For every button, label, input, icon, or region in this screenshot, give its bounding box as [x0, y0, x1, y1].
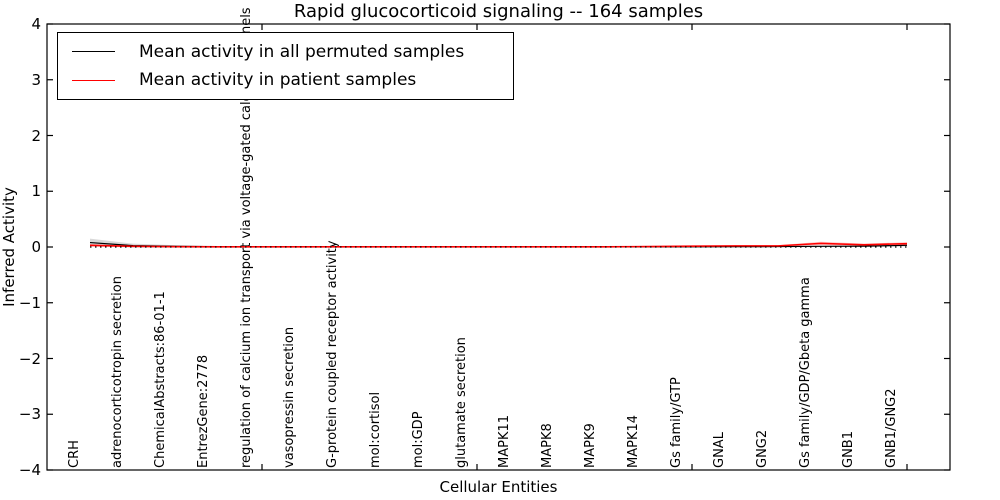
x-tick-label: G-protein coupled receptor activity [325, 240, 340, 468]
x-tick-label: Gs family/GTP [669, 377, 684, 468]
series-line [89, 242, 908, 248]
x-tick-label: adrenocorticotropin secretion [110, 276, 125, 468]
legend-label-patient: Mean activity in patient samples [139, 70, 417, 91]
uncertainty-band [90, 241, 907, 248]
x-tick-label: glutamate secretion [454, 337, 469, 468]
y-tick-label: −2 [18, 349, 41, 368]
chart-title: Rapid glucocorticoid signaling -- 164 sa… [293, 1, 704, 22]
legend-label-permuted: Mean activity in all permuted samples [139, 41, 465, 62]
legend-row-patient: Mean activity in patient samples [58, 70, 513, 90]
y-tick-label: 0 [31, 238, 41, 256]
y-tick-label: 1 [31, 182, 41, 201]
y-tick-label: −3 [18, 405, 41, 424]
x-tick-label: GNB1 [841, 431, 856, 468]
y-tick-label: −4 [18, 461, 41, 479]
x-tick-label: Gs family/GDP/Gbeta gamma [798, 277, 813, 468]
series-line [89, 241, 908, 248]
x-tick-label: mol:cortisol [368, 391, 383, 468]
permuted-line-swatch-icon [72, 51, 115, 53]
patient-line-swatch-icon [72, 79, 115, 81]
x-tick-label: MAPK8 [540, 423, 555, 468]
legend-row-permuted: Mean activity in all permuted samples [58, 42, 513, 62]
y-tick-label: 3 [31, 70, 41, 89]
x-tick-label: GNG2 [755, 429, 770, 468]
x-tick-label: MAPK14 [626, 414, 641, 468]
x-tick-label: CRH [67, 440, 82, 468]
y-tick-label: 2 [31, 126, 41, 145]
x-axis-title: Cellular Entities [439, 478, 558, 496]
x-tick-label: MAPK9 [583, 423, 598, 468]
uncertainty-band [90, 238, 907, 248]
legend: Mean activity in all permuted samples Me… [57, 32, 514, 100]
x-tick-label: EntrezGene:2778 [196, 354, 211, 468]
x-tick-label: ChemicalAbstracts:86-01-1 [153, 291, 168, 468]
x-tick-label: vasopressin secretion [282, 326, 297, 468]
x-tick-label: GNB1/GNG2 [884, 388, 899, 468]
x-tick-label: mol:GDP [411, 411, 426, 468]
y-tick-label: 4 [31, 15, 41, 33]
x-tick-label: MAPK11 [497, 414, 512, 468]
x-tick-label: GNAL [712, 432, 727, 468]
y-tick-label: −1 [18, 293, 41, 312]
